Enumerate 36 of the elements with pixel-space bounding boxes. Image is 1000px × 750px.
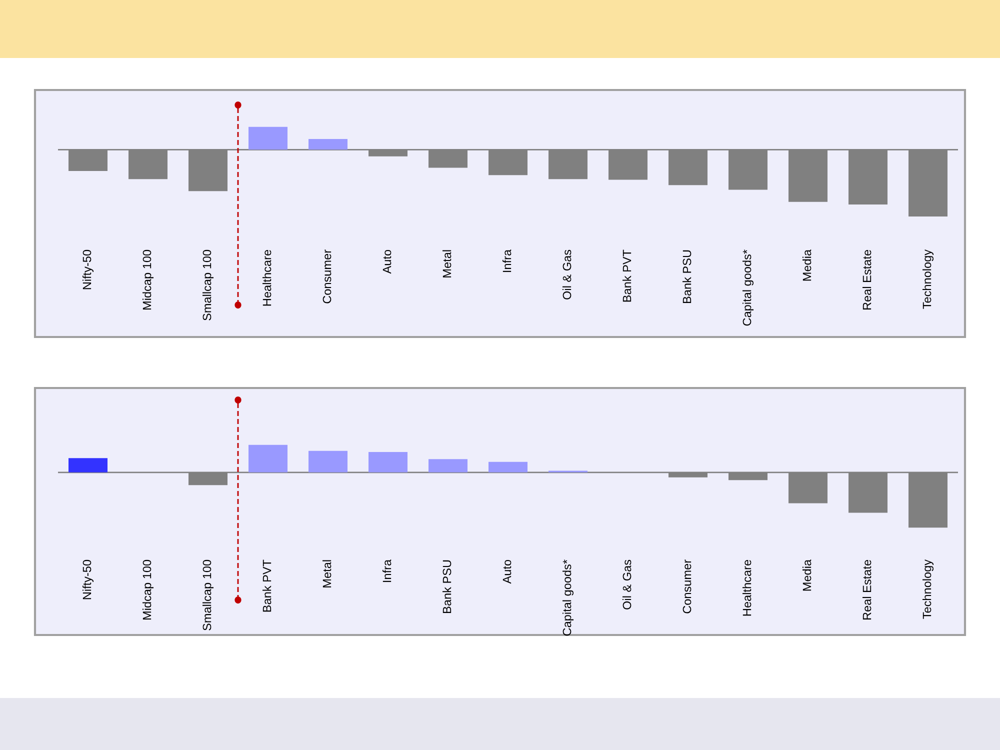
x-tick-label: Real Estate — [862, 250, 872, 310]
x-tick-label: Infra — [382, 559, 392, 582]
x-tick-label: Bank PSU — [442, 560, 452, 613]
bar — [368, 452, 408, 472]
x-tick-label: Auto — [382, 250, 392, 274]
x-tick-label: Smallcap 100 — [202, 250, 214, 320]
x-tick-label: Real Estate — [862, 560, 872, 620]
bar — [248, 444, 288, 472]
x-tick-label: Oil & Gas — [622, 560, 632, 610]
x-tick-label: Nifty-50 — [82, 250, 94, 290]
x-tick-label: Nifty-50 — [82, 560, 94, 600]
x-tick-label: Bank PVT — [622, 250, 632, 302]
x-tick-label: Capital goods* — [742, 250, 754, 326]
x-tick-label: Media — [802, 559, 812, 591]
bar — [68, 458, 108, 472]
x-tick-label: Media — [802, 249, 812, 281]
x-tick-label: Oil & Gas — [562, 250, 572, 300]
bar — [308, 450, 348, 472]
x-tick-label: Technology — [922, 559, 934, 619]
x-tick-label: Healthcare — [742, 560, 752, 616]
x-tick-label: Consumer — [682, 560, 692, 614]
x-tick-label: Metal — [442, 250, 452, 278]
x-tick-label: Healthcare — [262, 250, 272, 306]
bar — [488, 462, 528, 472]
x-tick-label: Consumer — [322, 250, 332, 304]
x-tick-label: Bank PVT — [262, 560, 272, 612]
x-tick-label: Midcap 100 — [142, 560, 154, 620]
x-tick-label: Midcap 100 — [142, 250, 154, 310]
bar — [428, 459, 468, 472]
x-tick-label: Auto — [502, 560, 512, 584]
x-tick-label: Technology — [922, 249, 934, 309]
x-tick-label: Bank PSU — [682, 250, 692, 303]
x-tick-label: Infra — [502, 249, 512, 272]
x-tick-label: Capital goods* — [562, 560, 574, 636]
x-tick-label: Smallcap 100 — [202, 560, 214, 630]
x-tick-label: Metal — [322, 560, 332, 588]
